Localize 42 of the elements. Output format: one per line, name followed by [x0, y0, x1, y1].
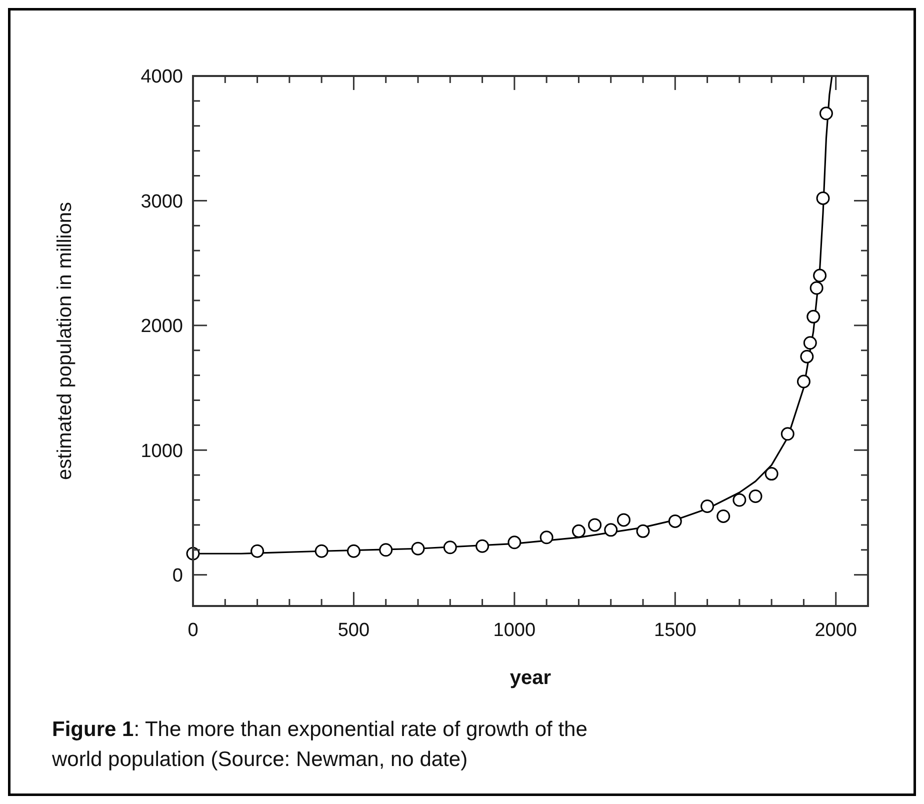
x-tick-label: 0 [188, 620, 198, 641]
point [314, 544, 328, 558]
point [668, 514, 682, 528]
point [806, 310, 820, 324]
y-tick-label: 1000 [140, 440, 183, 462]
y-axis-title: estimated population in millions [54, 202, 76, 480]
point [803, 336, 817, 350]
point [813, 268, 827, 282]
point [443, 540, 457, 554]
point [588, 518, 602, 532]
caption: Figure 1: The more than exponential rate of growth of the world population (Source: Newman, no date) [51, 718, 588, 771]
point [800, 350, 814, 364]
x-tick-label: 1500 [654, 620, 696, 641]
x-axis-title: year [510, 667, 552, 689]
point [810, 281, 824, 295]
point [616, 513, 630, 527]
point [346, 544, 360, 558]
x-tick-label: 500 [338, 620, 370, 641]
point [716, 509, 730, 523]
point [508, 536, 522, 550]
point [250, 544, 264, 558]
point [700, 499, 714, 513]
point [540, 530, 554, 544]
point [816, 191, 830, 205]
y-tick-label: 3000 [140, 191, 183, 212]
x-tick-label: 2000 [814, 620, 857, 641]
point [379, 543, 393, 557]
point [411, 542, 425, 556]
point [748, 490, 762, 504]
y-tick-label: 0 [172, 565, 183, 586]
point [572, 524, 586, 538]
point [476, 539, 490, 553]
point [796, 374, 810, 388]
point [636, 524, 650, 538]
point [604, 523, 618, 537]
point [732, 493, 746, 507]
x-tick-label: 1000 [493, 620, 536, 641]
y-tick-label: 2000 [140, 316, 183, 338]
point [780, 427, 794, 441]
point [819, 106, 833, 120]
point [764, 467, 778, 481]
y-tick-label: 4000 [140, 66, 183, 88]
